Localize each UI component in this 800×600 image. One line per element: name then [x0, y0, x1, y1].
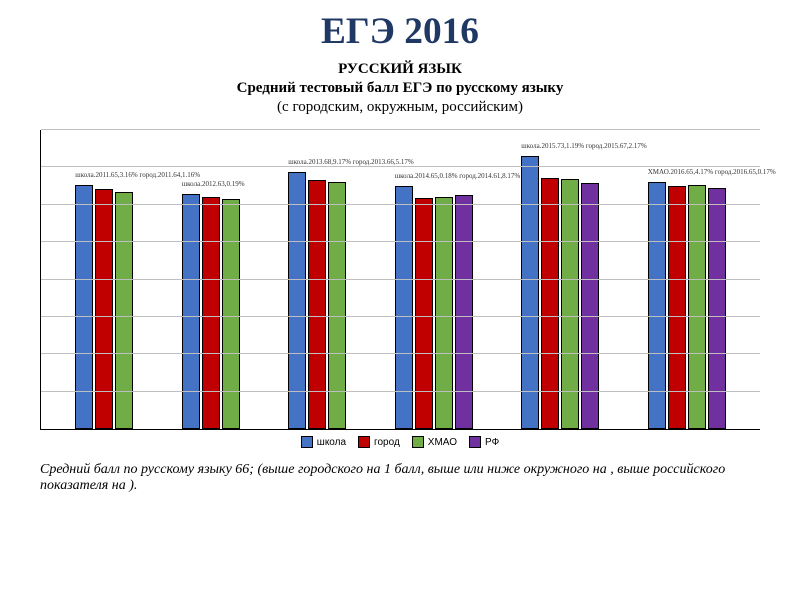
- bar: [415, 198, 433, 429]
- bar: [395, 186, 413, 429]
- bar-group: школа.2015.73,1.19% город.2015.67,2.17%: [521, 156, 599, 429]
- bar: [708, 188, 726, 429]
- group-label: школа.2013.68,9.17% город.2013.66,5.17%: [288, 158, 346, 166]
- bar: [115, 192, 133, 429]
- subtitle-2: Средний тестовый балл ЕГЭ по русскому яз…: [40, 80, 760, 97]
- bar: [455, 195, 473, 429]
- gridline: [41, 129, 760, 130]
- bar: [328, 182, 346, 429]
- bar: [95, 189, 113, 429]
- chart-legend: школа город ХМАО РФ: [40, 436, 760, 448]
- main-title: ЕГЭ 2016: [40, 10, 760, 53]
- legend-label: школа: [317, 437, 346, 448]
- bar-chart: школа.2011.65,3.16% город.2011.64,1.16% ш…: [40, 130, 760, 430]
- legend-swatch: [358, 436, 370, 448]
- subtitle-block: РУССКИЙ ЯЗЫК Средний тестовый балл ЕГЭ п…: [40, 61, 760, 116]
- gridline: [41, 391, 760, 392]
- bar: [688, 185, 706, 429]
- bar: [648, 182, 666, 429]
- group-label: школа.2014.65,0.18% город.2014.61,8.17%: [395, 172, 473, 180]
- legend-label: город: [374, 437, 400, 448]
- legend-item: ХМАО: [412, 436, 457, 448]
- legend-label: ХМАО: [428, 437, 457, 448]
- group-label: ХМАО.2016.65,4.17% город.2016.65,0.17%: [648, 168, 726, 176]
- legend-label: РФ: [485, 437, 499, 448]
- bar-group: школа.2011.65,3.16% город.2011.64,1.16%: [75, 185, 133, 429]
- group-label: школа.2015.73,1.19% город.2015.67,2.17%: [521, 142, 599, 150]
- chart-plot: школа.2011.65,3.16% город.2011.64,1.16% ш…: [41, 130, 760, 429]
- legend-item: город: [358, 436, 400, 448]
- bar-group: ХМАО.2016.65,4.17% город.2016.65,0.17%: [648, 182, 726, 429]
- subtitle-1: РУССКИЙ ЯЗЫК: [40, 61, 760, 78]
- group-label: школа.2012.63,0.19%: [182, 180, 240, 188]
- footer-text: Средний балл по русскому языку 66; (выше…: [40, 462, 760, 494]
- group-label: школа.2011.65,3.16% город.2011.64,1.16%: [75, 171, 133, 179]
- gridline: [41, 166, 760, 167]
- legend-item: школа: [301, 436, 346, 448]
- bar: [581, 183, 599, 429]
- page: ЕГЭ 2016 РУССКИЙ ЯЗЫК Средний тестовый б…: [0, 0, 800, 600]
- bar: [521, 156, 539, 429]
- gridline: [41, 316, 760, 317]
- bar: [202, 197, 220, 429]
- bar: [668, 186, 686, 429]
- legend-swatch: [412, 436, 424, 448]
- legend-swatch: [469, 436, 481, 448]
- gridline: [41, 279, 760, 280]
- gridline: [41, 204, 760, 205]
- bar: [182, 194, 200, 429]
- subtitle-3: (с городским, окружным, российским): [40, 99, 760, 116]
- bar-group: школа.2014.65,0.18% город.2014.61,8.17%: [395, 186, 473, 429]
- bar: [435, 197, 453, 429]
- bar-group: школа.2012.63,0.19%: [182, 194, 240, 429]
- bar: [308, 180, 326, 429]
- bar: [222, 199, 240, 429]
- legend-swatch: [301, 436, 313, 448]
- legend-item: РФ: [469, 436, 499, 448]
- gridline: [41, 241, 760, 242]
- gridline: [41, 353, 760, 354]
- bar: [75, 185, 93, 429]
